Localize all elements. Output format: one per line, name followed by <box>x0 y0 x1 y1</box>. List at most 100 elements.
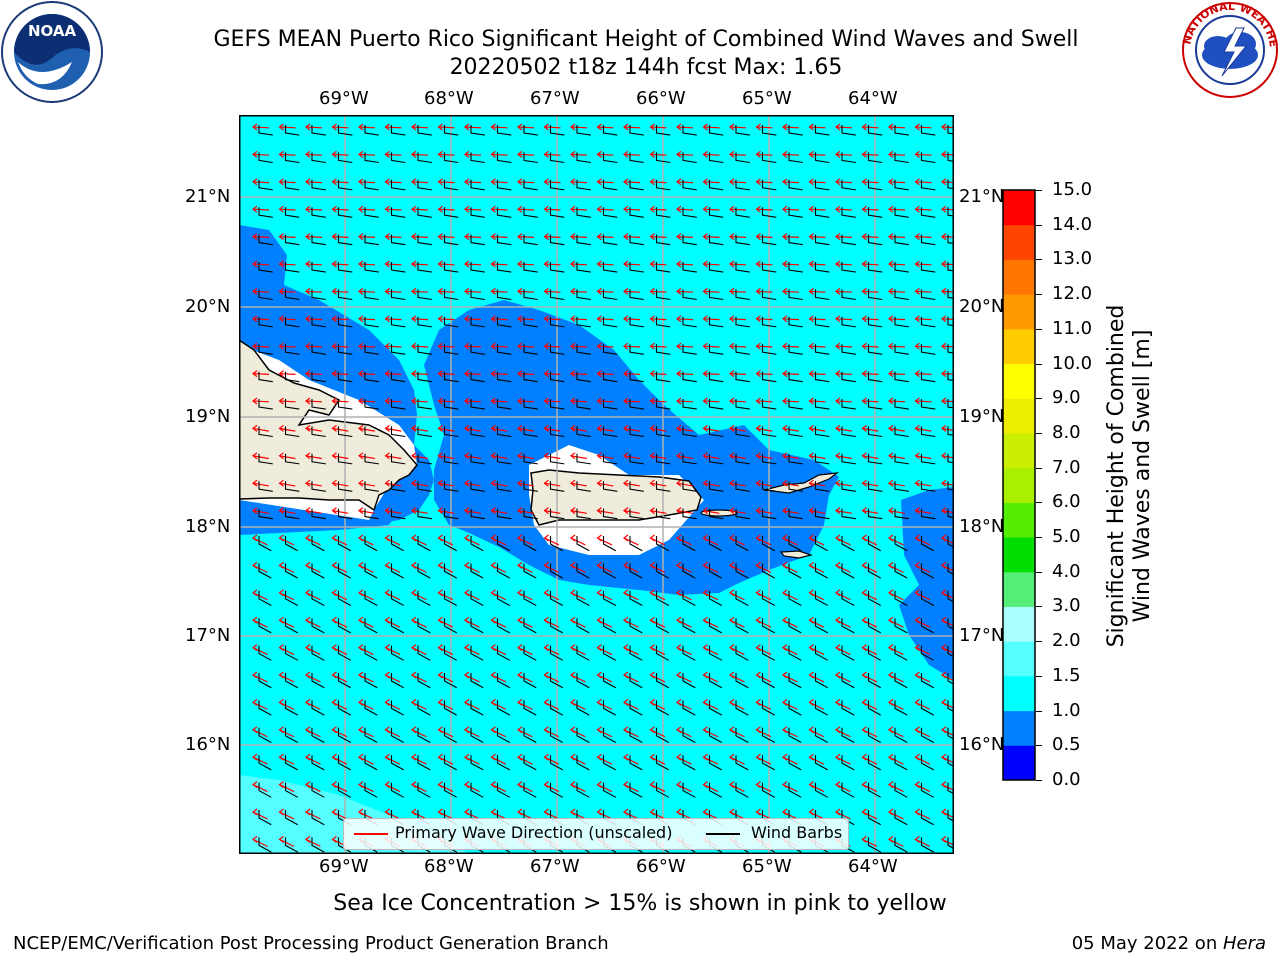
wave-arrow-head <box>649 671 655 679</box>
wind-barb <box>576 152 591 164</box>
wave-direction-arrow <box>517 482 534 487</box>
wind-barb <box>284 563 299 579</box>
wind-barb <box>894 316 909 328</box>
wave-direction-arrow <box>464 236 482 238</box>
wind-barb <box>814 207 830 218</box>
wave-arrow-head <box>888 424 894 432</box>
wave-direction-arrow <box>809 400 826 403</box>
wave-direction-arrow <box>438 318 455 321</box>
wave-direction-arrow <box>411 290 429 293</box>
wind-barb <box>788 618 802 634</box>
wind-barb <box>258 371 273 383</box>
wind-barb <box>364 125 379 136</box>
wind-barb <box>867 316 883 328</box>
wave-arrow-head <box>702 698 708 706</box>
wind-barb <box>417 755 431 771</box>
wind-barb <box>920 207 936 218</box>
wave-direction-arrow <box>570 263 588 266</box>
wind-barb <box>788 289 803 301</box>
wave-arrow-head <box>914 644 920 652</box>
wind-barb <box>655 371 671 383</box>
wind-barb <box>708 426 724 438</box>
wave-arrow-head <box>384 260 390 268</box>
wave-arrow-head <box>358 616 364 624</box>
wind-barb <box>761 536 776 552</box>
wave-arrow-head <box>941 397 947 405</box>
wave-direction-arrow <box>570 290 588 293</box>
wave-arrow-head <box>490 753 496 761</box>
wave-arrow-head <box>835 370 841 378</box>
wave-arrow-head <box>596 150 602 158</box>
wave-direction-arrow <box>756 208 773 211</box>
wave-arrow-head <box>543 534 549 542</box>
wind-barb <box>284 508 300 520</box>
wave-direction-arrow <box>597 400 614 403</box>
wind-barb <box>655 289 671 301</box>
wave-arrow-head <box>331 233 337 241</box>
wind-barb <box>841 508 856 520</box>
map-grid <box>239 115 954 854</box>
wave-arrow-head <box>755 507 761 515</box>
wave-arrow-head <box>358 205 364 213</box>
wave-arrow-head <box>888 671 894 679</box>
wave-arrow-head <box>358 397 364 405</box>
lat-tick-left: 20°N <box>185 296 231 317</box>
wave-arrow-head <box>888 561 894 569</box>
wave-arrow-head <box>384 397 390 405</box>
wave-arrow-head <box>676 287 682 295</box>
wave-arrow-head <box>729 397 735 405</box>
wave-arrow-head <box>543 808 549 816</box>
wind-barb <box>814 590 829 606</box>
wave-arrow-head <box>782 123 788 131</box>
wind-barb <box>894 563 908 579</box>
wind-barb <box>284 179 300 191</box>
wave-arrow-head <box>729 315 735 323</box>
wave-direction-arrow <box>835 208 853 211</box>
wind-barb <box>284 810 299 826</box>
wave-direction-arrow <box>332 181 349 184</box>
wind-barb <box>549 700 564 716</box>
wave-direction-arrow <box>756 373 773 375</box>
colorbar-tick-label: 12.0 <box>1052 283 1093 305</box>
wind-barb <box>708 125 724 136</box>
wave-arrow-head <box>861 644 867 652</box>
wave-direction-arrow <box>650 427 667 432</box>
wind-barb <box>470 645 484 661</box>
wave-direction-arrow <box>332 236 349 238</box>
wave-arrow-head <box>676 397 682 405</box>
wind-barb <box>814 179 830 191</box>
wind-barb <box>947 673 954 685</box>
wind-barb <box>629 207 644 218</box>
wave-direction-arrow <box>464 455 481 460</box>
wind-barb <box>761 700 776 716</box>
wave-arrow-head <box>384 178 390 186</box>
wave-direction-arrow <box>703 427 720 432</box>
wave-direction-arrow <box>438 400 455 403</box>
wave-arrow-head <box>570 123 576 131</box>
wave-direction-arrow <box>809 236 826 238</box>
wave-direction-arrow <box>570 510 587 514</box>
wave-direction-arrow <box>915 263 932 266</box>
wind-barb <box>867 289 883 301</box>
wind-barb <box>761 262 777 273</box>
wave-direction-arrow <box>385 236 402 238</box>
wave-direction-arrow <box>570 455 587 460</box>
wave-direction-arrow <box>358 153 376 156</box>
wind-barb <box>814 234 830 246</box>
wave-arrow-head <box>305 561 311 569</box>
wave-arrow-head <box>570 287 576 295</box>
wind-barb <box>841 755 855 771</box>
wave-arrow-head <box>517 424 523 432</box>
wind-barb <box>920 645 935 661</box>
wave-arrow-head <box>888 233 894 241</box>
wave-arrow-head <box>755 534 761 542</box>
wind-barb <box>258 125 273 136</box>
wave-direction-arrow <box>252 427 269 432</box>
wave-arrow-head <box>782 424 788 432</box>
wind-barb <box>735 234 750 246</box>
wave-direction-arrow <box>385 208 402 211</box>
wave-arrow-head <box>808 808 814 816</box>
wave-direction-arrow <box>305 318 323 321</box>
wave-direction-arrow <box>305 181 323 184</box>
wave-direction-arrow <box>570 181 588 184</box>
